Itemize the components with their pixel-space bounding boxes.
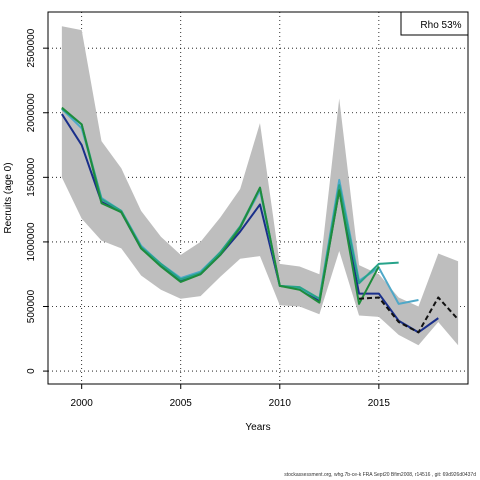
x-axis-label: Years (245, 422, 270, 433)
x-tick-label: 2015 (368, 398, 391, 409)
rho-annotation: Rho 53% (420, 20, 461, 31)
x-tick-label: 2005 (170, 398, 193, 409)
annotation-box (400, 11, 469, 36)
y-tick-label: 2000000 (26, 93, 37, 132)
y-tick-label: 1000000 (26, 222, 37, 261)
plot-frame (47, 11, 469, 385)
x-tick-label: 2000 (71, 398, 94, 409)
series-lines (61, 106, 459, 334)
x-tick-label: 2010 (269, 398, 292, 409)
axes: 2000 2005 2010 2015 0 500000 1000000 1500000 200… (26, 28, 390, 409)
y-tick-label: 2500000 (26, 28, 37, 67)
y-tick-label: 0 (26, 368, 37, 374)
series-line-4 (61, 106, 380, 305)
series-line-3 (61, 108, 399, 300)
y-tick-label: 500000 (26, 289, 37, 323)
y-axis-label: Recruits (age 0) (3, 162, 14, 233)
y-tick-label: 1500000 (26, 157, 37, 196)
series-line-5 (358, 296, 459, 334)
footer-note: stockassessment.org, whg.7b-ce-k FRA Sep… (284, 472, 476, 478)
